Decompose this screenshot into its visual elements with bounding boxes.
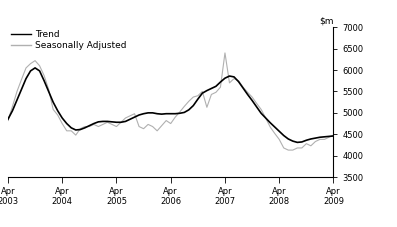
Trend: [33, 67, 37, 69]
Seasonally Adjusted: [6, 119, 10, 122]
Trend: [331, 135, 336, 137]
Text: $m: $m: [319, 17, 333, 26]
Line: Seasonally Adjusted: Seasonally Adjusted: [8, 53, 333, 150]
Trend: [295, 141, 300, 144]
Seasonally Adjusted: [168, 122, 173, 125]
Seasonally Adjusted: [114, 125, 119, 128]
Seasonally Adjusted: [331, 134, 336, 136]
Trend: [290, 140, 295, 143]
Trend: [119, 121, 123, 124]
Trend: [6, 118, 10, 121]
Line: Trend: Trend: [8, 68, 333, 142]
Seasonally Adjusted: [295, 147, 300, 149]
Seasonally Adjusted: [286, 149, 291, 151]
Trend: [173, 112, 177, 115]
Trend: [281, 134, 286, 137]
Trend: [83, 126, 87, 129]
Legend: Trend, Seasonally Adjusted: Trend, Seasonally Adjusted: [10, 29, 127, 51]
Seasonally Adjusted: [78, 127, 83, 130]
Seasonally Adjusted: [223, 52, 227, 54]
Seasonally Adjusted: [308, 144, 313, 147]
Trend: [308, 138, 313, 140]
Seasonally Adjusted: [281, 147, 286, 149]
